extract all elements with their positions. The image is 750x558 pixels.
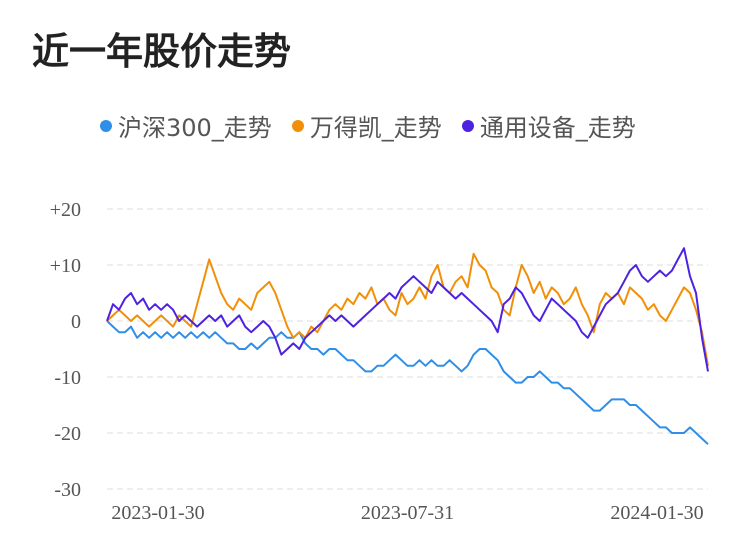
legend-item-wandekai[interactable]: 万得凯_走势 [291,108,442,143]
chart-legend: 沪深300_走势 万得凯_走势 通用设备_走势 [100,108,656,143]
series-line-general-equipment [106,247,709,372]
page-title: 近一年股价走势 [32,30,291,73]
y-tick-label: +20 [50,199,81,221]
x-tick-label: 2024-01-30 [610,502,703,524]
legend-dot-icon [291,119,304,132]
grid-lines [107,208,708,490]
x-axis-ticks: 2023-01-30 2023-07-31 2024-01-30 [111,502,703,524]
y-tick-label: 0 [71,311,81,333]
legend-label: 沪深300_走势 [118,114,272,142]
legend-dot-icon [100,119,112,132]
series-lines [106,247,709,445]
legend-dot-icon [461,119,474,132]
legend-item-hs300[interactable]: 沪深300_走势 [100,108,272,143]
y-tick-label: +10 [50,255,81,277]
y-tick-label: -10 [54,367,81,389]
y-tick-label: -20 [54,423,81,445]
legend-item-general-equipment[interactable]: 通用设备_走势 [461,108,636,143]
x-tick-label: 2023-07-31 [361,502,454,524]
legend-label: 万得凯_走势 [309,114,442,142]
x-tick-label: 2023-01-30 [111,502,204,524]
y-axis-ticks: +20 +10 0 -10 -20 -30 [50,199,81,501]
series-line-wandekai [106,252,709,366]
y-tick-label: -30 [54,479,81,501]
legend-label: 通用设备_走势 [479,114,636,142]
series-line-hs300 [106,320,709,445]
